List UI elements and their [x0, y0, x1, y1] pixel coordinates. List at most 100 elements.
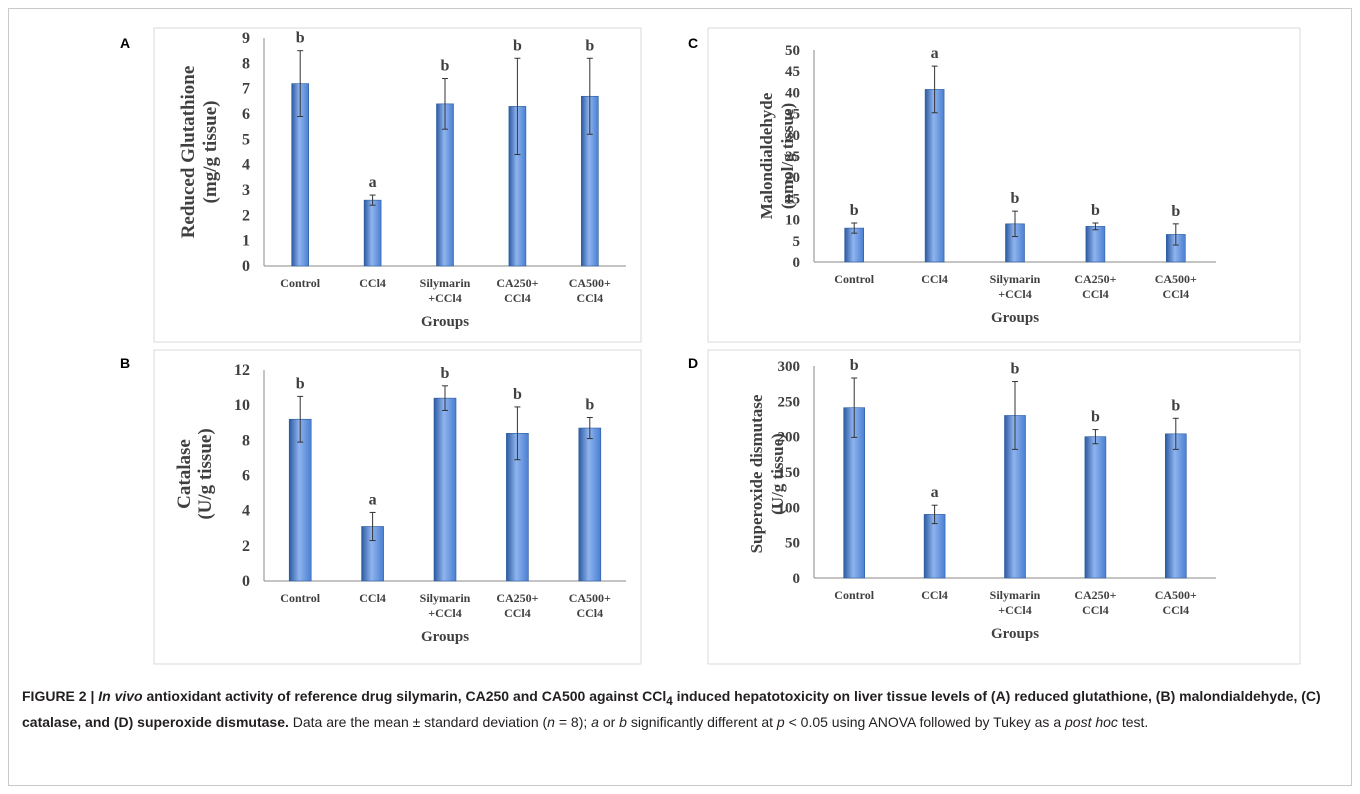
panel-c-category-label: +CCl4 — [998, 287, 1032, 301]
panel-a-bar — [363, 199, 382, 267]
panel-d-ytick-label: 150 — [778, 465, 801, 481]
panel-d-ytick-label: 200 — [778, 430, 801, 446]
caption-body: Data are the mean ± standard deviation (… — [293, 714, 1149, 730]
panel-d-ytick-label: 50 — [785, 536, 800, 552]
panel-d-category-label: Control — [834, 588, 874, 602]
panel-b-category-label: CA500+ — [569, 591, 611, 605]
panel-b-chart: B 0 2 4 6 8 10 12 Catalase (U/g tissue) b Control a C… — [120, 349, 642, 665]
panel-b-ytick-label: 8 — [242, 432, 250, 449]
panel-b-ytick-label: 4 — [242, 503, 250, 520]
panel-b-xlabel: Groups — [421, 629, 469, 645]
panel-b-bar — [288, 418, 312, 582]
panel-a-category-label: CCl4 — [504, 291, 531, 305]
panel-c-category-label: CA500+ — [1155, 272, 1197, 286]
panel-a-letter: A — [120, 35, 130, 51]
panel-c-ytick-label: 25 — [785, 149, 800, 165]
caption-a: a — [591, 714, 599, 731]
panel-b-significance-letter: b — [585, 396, 594, 413]
panel-a-chart: A 0 1 2 3 4 5 6 7 8 9 Reduced Glutathione (mg/g tiss… — [120, 27, 642, 343]
panel-a-ytick-label: 4 — [242, 157, 250, 174]
panel-a-significance-letter: b — [513, 37, 522, 54]
panel-a-significance-letter: b — [441, 58, 450, 75]
panel-b-significance-letter: b — [296, 375, 305, 392]
panel-d-significance-letter: b — [1011, 361, 1020, 378]
panel-a-ylabel-line-2: (mg/g tissue) — [200, 101, 221, 204]
panel-d-significance-letter: b — [1091, 409, 1100, 426]
panel-c-significance-letter: b — [1171, 203, 1180, 220]
caption-body-4: < 0.05 using ANOVA followed by Tukey as … — [784, 714, 1065, 731]
panel-b-significance-letter: a — [369, 491, 377, 508]
panel-c-category-label: CA250+ — [1074, 272, 1116, 286]
panel-b-bar — [578, 427, 602, 582]
panel-c-ytick-label: 30 — [785, 128, 800, 144]
panel-b-letter: B — [120, 355, 130, 371]
caption-body-2: = 8); — [554, 714, 592, 731]
panel-c-ytick-label: 5 — [793, 234, 801, 250]
panel-b-border — [153, 349, 642, 665]
caption-body-3: significantly different at — [626, 714, 777, 731]
figure-caption: FIGURE 2 | In vivo antioxidant activity … — [22, 686, 1342, 733]
panel-b-significance-letter: b — [441, 365, 450, 382]
panel-d-significance-letter: a — [931, 484, 939, 501]
panel-a-ytick-label: 9 — [242, 30, 250, 47]
panel-a-ytick-label: 8 — [242, 55, 250, 72]
panel-a-ytick-label: 0 — [242, 258, 250, 275]
panel-d-border — [707, 349, 1301, 665]
panel-a-border — [153, 27, 642, 343]
figure-frame — [8, 8, 1352, 786]
panel-d-category-label: CCl4 — [921, 588, 948, 602]
caption-p: p — [776, 714, 785, 731]
panel-b-category-label: CCl4 — [504, 606, 531, 620]
panel-d-letter: D — [688, 355, 698, 371]
caption-b: b — [619, 714, 627, 731]
panel-a-category-label: +CCl4 — [428, 291, 462, 305]
caption-title: FIGURE 2 | In vivo antioxidant activity … — [22, 688, 1321, 730]
panel-a-significance-letter: b — [585, 37, 594, 54]
panel-b-ytick-label: 2 — [242, 538, 250, 555]
panel-c-border — [707, 27, 1301, 343]
panel-d-category-label: CCl4 — [1082, 603, 1109, 617]
panel-c-ytick-label: 35 — [785, 107, 800, 123]
panel-b-category-label: CCl4 — [576, 606, 603, 620]
panel-d-ylabel-line-1: Superoxide dismutase — [747, 394, 766, 553]
panel-c-ytick-label: 50 — [785, 43, 800, 59]
panel-b-ylabel-line-1: Catalase — [174, 439, 195, 509]
panel-d-category-label: Silymarin — [990, 588, 1041, 602]
panel-c-ytick-label: 45 — [785, 64, 800, 80]
panel-b-ytick-label: 0 — [242, 573, 250, 590]
panel-a-category-label: CA500+ — [569, 276, 611, 290]
panel-c-chart: C 0 5 10 15 20 25 30 35 40 45 50 Malondialdehyde (nmo… — [688, 27, 1301, 343]
panel-d-category-label: +CCl4 — [998, 603, 1032, 617]
caption-body-1: Data are the mean ± standard deviation ( — [292, 714, 548, 731]
panel-b-bar — [433, 397, 457, 582]
caption-subscript: 4 — [666, 694, 673, 708]
panel-b-category-label: Silymarin — [420, 591, 471, 605]
panel-a-ytick-label: 6 — [242, 106, 250, 123]
panel-a-category-label: Silymarin — [420, 276, 471, 290]
panel-a-category-label: Control — [280, 276, 320, 290]
panel-b-category-label: +CCl4 — [428, 606, 462, 620]
panel-c-category-label: CCl4 — [1082, 287, 1109, 301]
panel-c-xlabel: Groups — [991, 310, 1039, 326]
panel-b-ytick-label: 6 — [242, 468, 250, 485]
panel-b-significance-letter: b — [513, 386, 522, 403]
panel-c-significance-letter: b — [1091, 202, 1100, 219]
panel-a-significance-letter: a — [369, 174, 377, 191]
panel-a-ytick-label: 7 — [242, 81, 250, 98]
panel-c-significance-letter: b — [1011, 190, 1020, 207]
panel-c-ytick-label: 10 — [785, 213, 800, 229]
panel-d-ytick-label: 250 — [778, 394, 801, 410]
panel-d-category-label: CCl4 — [1162, 603, 1189, 617]
panel-d-xlabel: Groups — [991, 626, 1039, 642]
panel-a-ylabel-line-1: Reduced Glutathione — [178, 66, 199, 239]
panel-a-ytick-label: 1 — [242, 233, 250, 250]
panel-d-ylabel-line-2: (U/g tissue) — [768, 433, 787, 515]
caption-post-hoc: post hoc — [1065, 714, 1118, 731]
panel-a-significance-letter: b — [296, 30, 305, 47]
panel-a-category-label: CCl4 — [359, 276, 386, 290]
panel-d-category-label: CA500+ — [1155, 588, 1197, 602]
panel-b-category-label: CA250+ — [496, 591, 538, 605]
panel-d-ytick-label: 300 — [778, 359, 801, 375]
panel-d-bar — [1164, 433, 1187, 579]
panel-d-bar — [1084, 436, 1107, 579]
